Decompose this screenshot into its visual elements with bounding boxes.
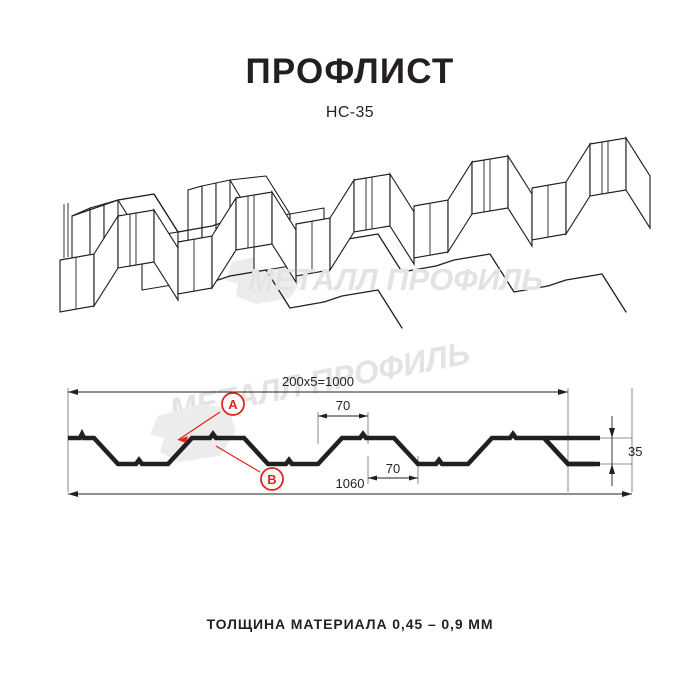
isometric-view: МЕТАЛЛ ПРОФИЛЬ bbox=[59, 137, 651, 329]
dimension-height-label: 35 bbox=[628, 444, 642, 459]
dimension-height: 35 bbox=[609, 416, 642, 486]
callout-b-label: B bbox=[267, 472, 276, 487]
dimension-pitch: 200x5=1000 bbox=[68, 374, 568, 395]
dimension-crest-label: 70 bbox=[336, 398, 350, 413]
dimension-crest: 70 bbox=[318, 398, 368, 419]
callout-a: A bbox=[177, 392, 245, 443]
sheet-left-edge bbox=[63, 203, 69, 258]
metall-profil-logo-icon-section bbox=[150, 404, 236, 462]
dimension-pitch-label: 200x5=1000 bbox=[282, 374, 354, 389]
material-thickness-label: ТОЛЩИНА МАТЕРИАЛА 0,45 – 0,9 ММ bbox=[206, 616, 494, 632]
dimension-valley-label: 70 bbox=[386, 461, 400, 476]
section-view: МЕТАЛЛ ПРОФИЛЬ 200x5=1000 bbox=[60, 335, 642, 520]
page-header: ПРОФЛИСТ НС-35 bbox=[0, 52, 700, 122]
profile-polyline bbox=[68, 428, 600, 467]
section-drawing: МЕТАЛЛ ПРОФИЛЬ 200x5=1000 bbox=[67, 335, 642, 497]
dimension-total-width: 1060 bbox=[68, 476, 632, 497]
watermark-text: МЕТАЛЛ ПРОФИЛЬ bbox=[248, 262, 543, 297]
dimension-total-width-label: 1060 bbox=[336, 476, 365, 491]
isometric-drawing: МЕТАЛЛ ПРОФИЛЬ bbox=[59, 137, 651, 329]
page-footer: ТОЛЩИНА МАТЕРИАЛА 0,45 – 0,9 ММ bbox=[0, 616, 700, 632]
callout-a-label: A bbox=[228, 397, 238, 412]
product-model-label: НС-35 bbox=[325, 104, 375, 121]
callout-b: B bbox=[215, 445, 284, 491]
page-title: ПРОФЛИСТ bbox=[245, 52, 455, 91]
dimension-valley: 70 bbox=[368, 461, 418, 481]
